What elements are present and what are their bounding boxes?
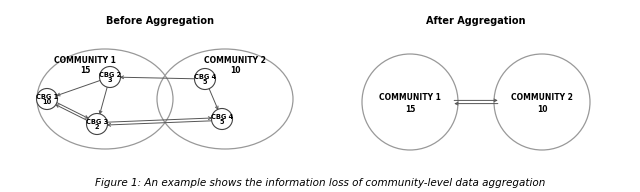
Text: COMMUNITY 2: COMMUNITY 2	[204, 56, 266, 65]
Text: 2: 2	[95, 124, 99, 130]
Circle shape	[494, 54, 590, 150]
Text: CBG 3: CBG 3	[86, 119, 108, 125]
Text: Figure 1: An example shows the information loss of community-level data aggregat: Figure 1: An example shows the informati…	[95, 178, 545, 188]
Text: 10: 10	[42, 99, 52, 105]
Text: COMMUNITY 1: COMMUNITY 1	[379, 93, 441, 102]
Text: CBG 1: CBG 1	[36, 94, 58, 100]
Circle shape	[362, 54, 458, 150]
Text: 15: 15	[80, 66, 90, 75]
Text: Before Aggregation: Before Aggregation	[106, 16, 214, 26]
Text: COMMUNITY 2: COMMUNITY 2	[511, 93, 573, 102]
Circle shape	[195, 69, 216, 89]
Text: 5: 5	[220, 119, 224, 125]
Text: 15: 15	[405, 104, 415, 113]
Text: 10: 10	[537, 104, 547, 113]
Circle shape	[99, 66, 120, 88]
Circle shape	[86, 113, 108, 135]
Text: 5: 5	[203, 79, 207, 85]
Text: 10: 10	[230, 66, 240, 75]
Text: CBG 4: CBG 4	[194, 74, 216, 80]
Text: CBG 4: CBG 4	[211, 114, 233, 120]
Text: CBG 2: CBG 2	[99, 72, 121, 78]
Text: 3: 3	[108, 77, 112, 83]
Circle shape	[211, 108, 232, 129]
Circle shape	[36, 89, 58, 109]
Text: COMMUNITY 1: COMMUNITY 1	[54, 56, 116, 65]
Text: After Aggregation: After Aggregation	[426, 16, 525, 26]
